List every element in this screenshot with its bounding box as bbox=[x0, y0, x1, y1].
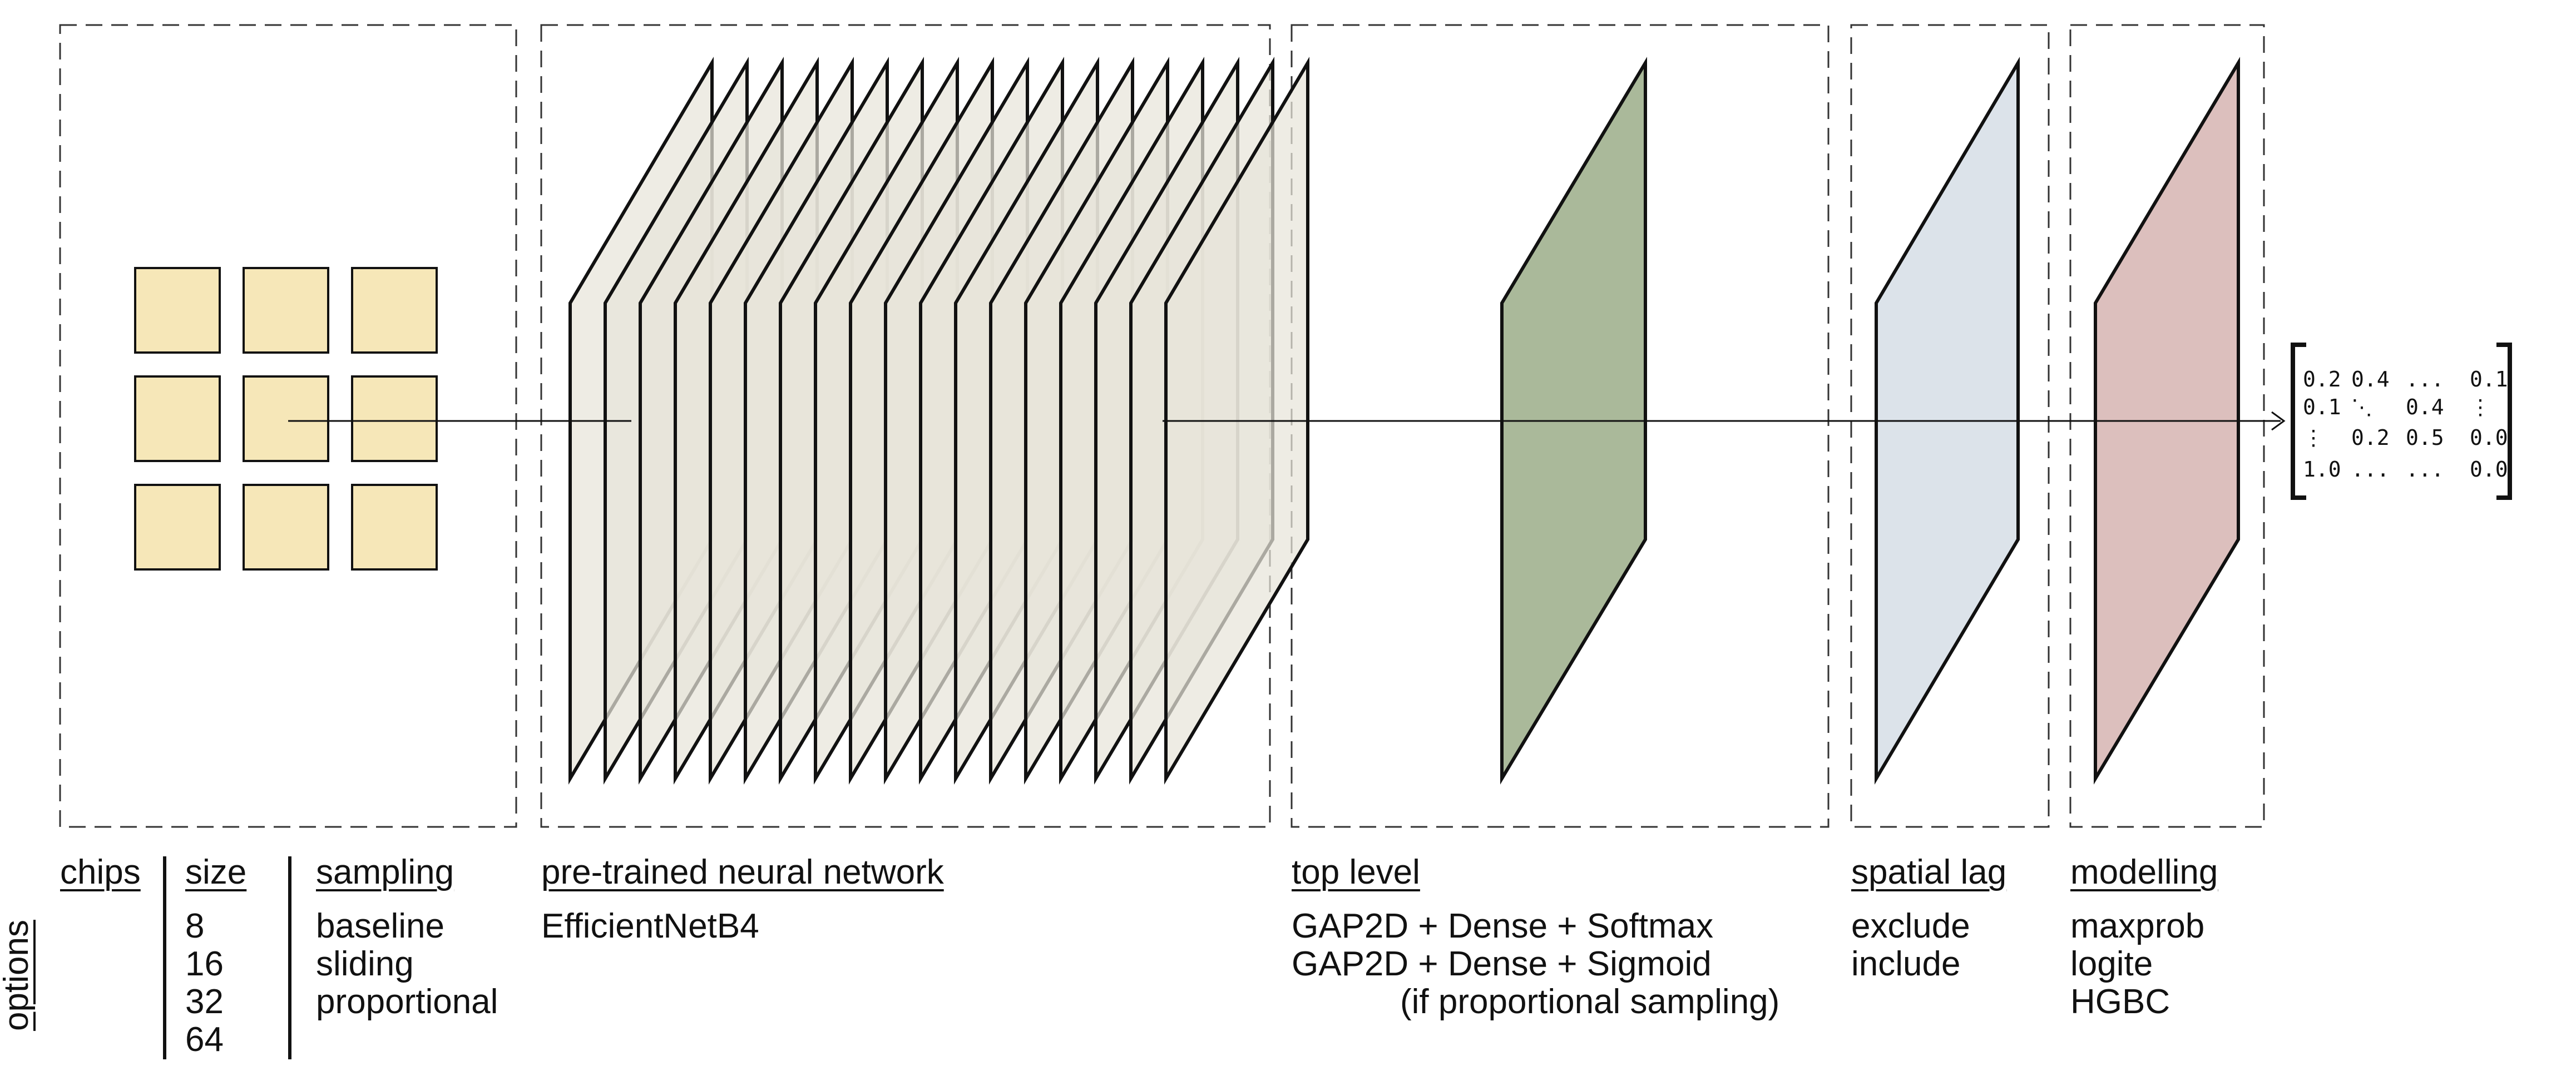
chips-stage-box bbox=[59, 24, 517, 828]
matrix-cell: 0.4 bbox=[2406, 395, 2444, 419]
network-header: pre-trained neural network bbox=[541, 853, 944, 891]
matrix-cell: ... bbox=[2406, 457, 2444, 482]
sampling-item: baseline bbox=[316, 907, 444, 945]
chip-tile bbox=[134, 375, 221, 462]
chip-tile bbox=[243, 267, 329, 354]
sampling-item: sliding bbox=[316, 945, 414, 983]
output-matrix-brackets bbox=[2291, 343, 2512, 500]
matrix-cell: 0.1 bbox=[2303, 395, 2341, 419]
top-level-header: top level bbox=[1292, 853, 1420, 891]
matrix-cell: 0.2 bbox=[2303, 367, 2341, 391]
sampling-item: proportional bbox=[316, 983, 498, 1021]
chips-separator-2 bbox=[288, 856, 291, 1059]
size-header: size bbox=[185, 853, 247, 891]
modelling-stage-box bbox=[2069, 24, 2265, 828]
size-item: 8 bbox=[185, 907, 205, 945]
matrix-cell: 1.0 bbox=[2303, 457, 2341, 482]
matrix-cell: ... bbox=[2406, 367, 2444, 391]
chip-tile bbox=[351, 375, 438, 462]
matrix-cell: 0.0 bbox=[2470, 457, 2508, 482]
chips-header: chips bbox=[60, 853, 141, 891]
modelling-header: modelling bbox=[2070, 853, 2218, 891]
spatial-lag-header: spatial lag bbox=[1851, 853, 2007, 891]
chip-grid bbox=[134, 267, 438, 571]
matrix-cell: ... bbox=[2351, 457, 2390, 482]
chip-tile bbox=[351, 267, 438, 354]
matrix-cell: 0.1 bbox=[2470, 367, 2508, 391]
chip-tile bbox=[134, 267, 221, 354]
top-level-option: GAP2D + Dense + Sigmoid bbox=[1292, 945, 1712, 983]
network-option: EfficientNetB4 bbox=[541, 907, 759, 945]
chips-separator-1 bbox=[163, 856, 166, 1059]
spatial-lag-option: exclude bbox=[1851, 907, 1970, 945]
network-options: EfficientNetB4 bbox=[541, 908, 759, 945]
matrix-cell: 0.4 bbox=[2351, 367, 2390, 391]
flow-arrow bbox=[288, 411, 2286, 431]
size-item: 64 bbox=[185, 1020, 224, 1059]
matrix-cell: 0.5 bbox=[2406, 425, 2444, 450]
spatial-lag-option: include bbox=[1851, 945, 1961, 983]
size-list: 8 16 32 64 bbox=[185, 908, 224, 1059]
matrix-cell: 0.0 bbox=[2470, 425, 2508, 450]
chip-tile bbox=[243, 375, 329, 462]
spatial-lag-stage-box bbox=[1850, 24, 2050, 828]
top-level-note: (if proportional sampling) bbox=[1400, 983, 1780, 1021]
top-level-stage-box bbox=[1291, 24, 1830, 828]
modelling-option: logite bbox=[2070, 945, 2153, 983]
size-item: 16 bbox=[185, 945, 224, 983]
chip-tile bbox=[243, 484, 329, 571]
chip-tile bbox=[134, 484, 221, 571]
sampling-list: baseline sliding proportional bbox=[316, 908, 498, 1021]
sampling-header: sampling bbox=[316, 853, 454, 891]
modelling-option: HGBC bbox=[2070, 983, 2170, 1021]
output-matrix: 0.2 0.4... 0.1 0.1 ⋱ 0.4 ⋮ ⋮ 0.2 0.5 0.0 1.0...... 0… bbox=[2303, 367, 2508, 482]
spatial-lag-options: exclude include bbox=[1851, 908, 1970, 983]
matrix-cell: ⋱ bbox=[2351, 395, 2372, 419]
options-label: options bbox=[0, 920, 36, 1031]
chip-tile bbox=[351, 484, 438, 571]
size-item: 32 bbox=[185, 983, 224, 1021]
modelling-option: maxprob bbox=[2070, 907, 2205, 945]
matrix-cell: ⋮ bbox=[2303, 425, 2324, 450]
modelling-options: maxprob logite HGBC bbox=[2070, 908, 2204, 1021]
top-level-options: GAP2D + Dense + Softmax GAP2D + Dense + … bbox=[1292, 908, 1779, 1021]
matrix-cell: 0.2 bbox=[2351, 425, 2390, 450]
matrix-cell: ⋮ bbox=[2470, 395, 2491, 419]
top-level-option: GAP2D + Dense + Softmax bbox=[1292, 907, 1714, 945]
